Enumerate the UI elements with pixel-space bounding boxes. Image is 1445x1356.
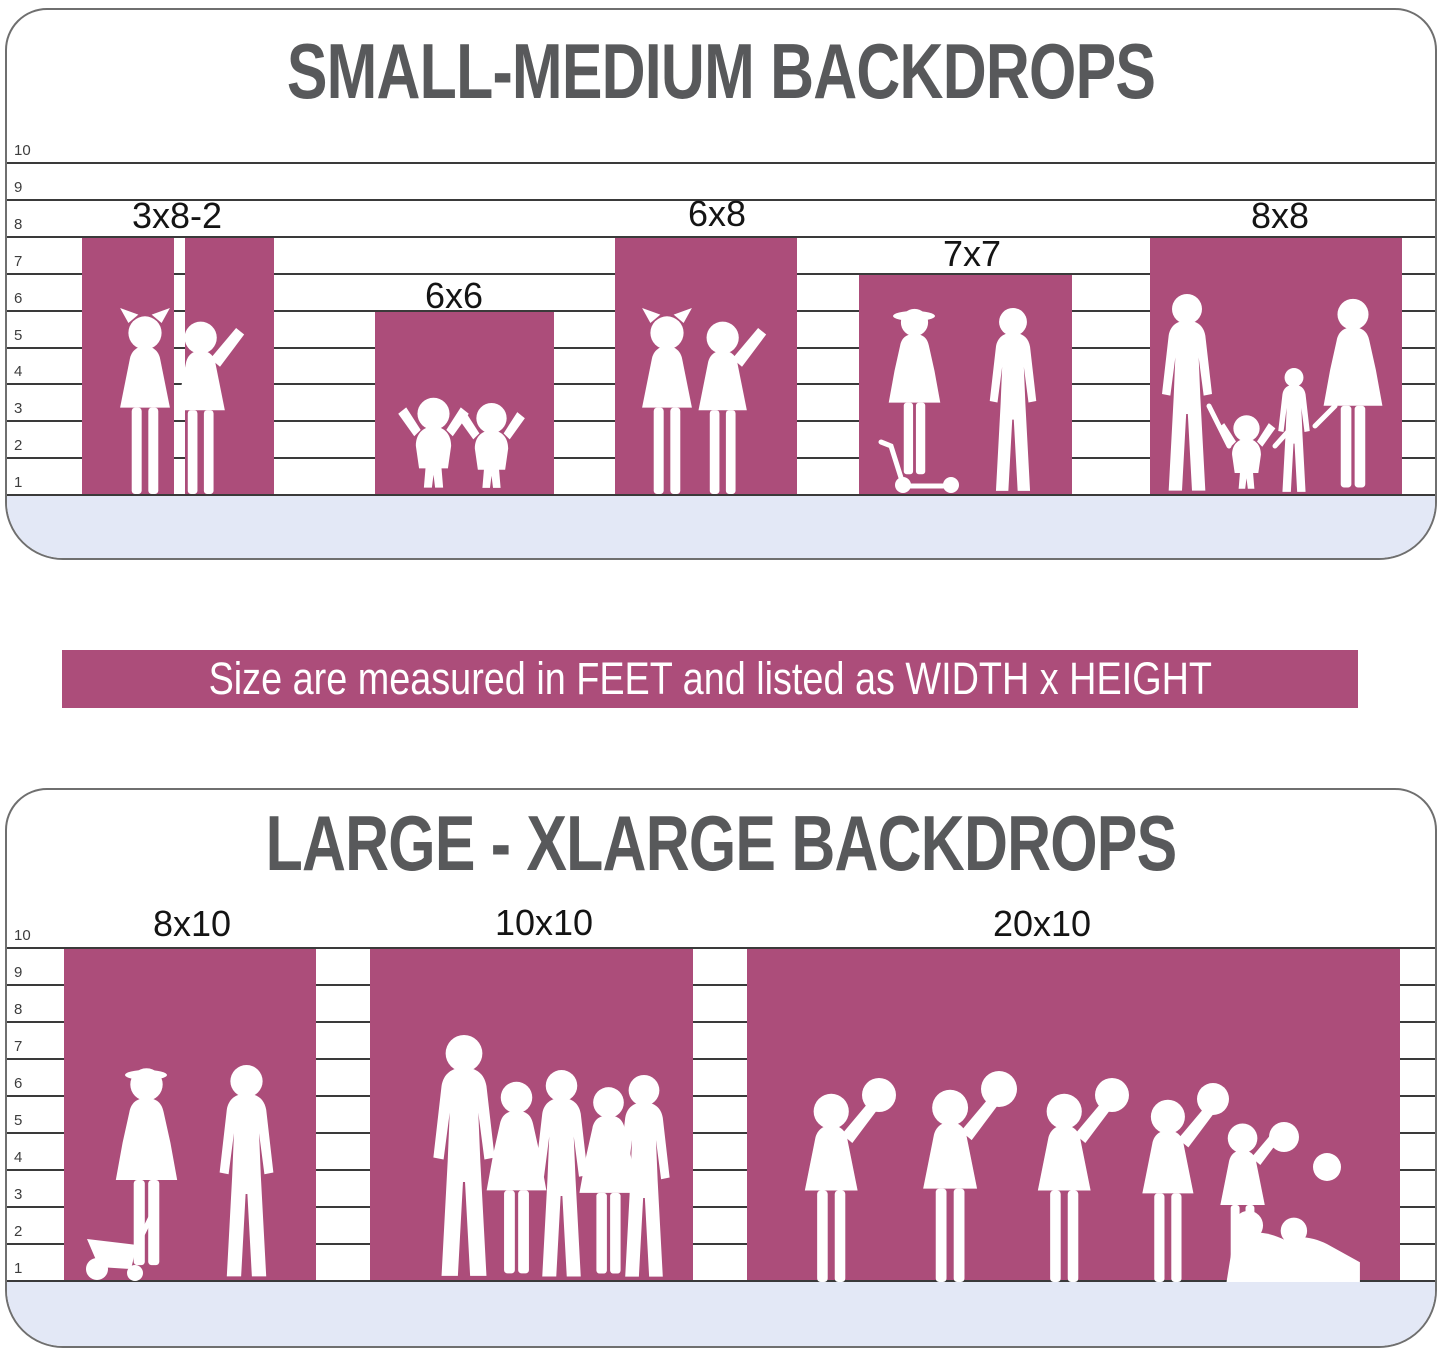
ruler-line (7, 947, 1435, 949)
silhouette-two-girls (120, 308, 245, 494)
ruler-label: 5 (14, 327, 23, 344)
backdrop-size-label: 3x8-2 (131, 195, 223, 236)
ruler-label: 2 (14, 1223, 23, 1240)
backdrop-size-label: 10x10 (494, 902, 594, 943)
ruler-label: 9 (14, 179, 23, 196)
ruler-label: 10 (14, 142, 31, 159)
silhouette-family-of-four (1162, 294, 1383, 492)
backdrop-bar-8x10 (64, 949, 316, 1280)
backdrop-bar-6x6 (375, 312, 554, 494)
small-medium-panel: SMALL-MEDIUM BACKDROPS 10 9 8 7 6 5 4 3 … (5, 8, 1437, 560)
backdrop-size-label: 20x10 (992, 903, 1092, 944)
ground-strip (7, 496, 1435, 558)
ruler-label: 4 (14, 363, 23, 380)
ruler-label: 3 (14, 400, 23, 417)
silhouette-woman-scooter-man (878, 308, 1037, 493)
ruler-line (7, 1243, 1435, 1245)
backdrop-size-label: 8x10 (152, 903, 232, 944)
backdrop-size-label: 8x8 (1250, 195, 1310, 236)
ruler-line (7, 162, 1435, 164)
ruler-line (7, 1280, 1435, 1282)
ruler-line (7, 494, 1435, 496)
backdrop-size-label: 6x6 (424, 275, 484, 316)
silhouette-two-girls (642, 308, 767, 494)
silhouette-woman-stroller-man (86, 1065, 274, 1281)
ruler-label: 1 (14, 474, 23, 491)
backdrop-size-label: 7x7 (942, 233, 1002, 274)
ruler-line (7, 1169, 1435, 1171)
ruler-label: 10 (14, 927, 31, 944)
ruler-label: 9 (14, 964, 23, 981)
ruler-line (7, 1132, 1435, 1134)
ruler-label: 6 (14, 290, 23, 307)
ruler-line (7, 984, 1435, 986)
ruler-label: 1 (14, 1260, 23, 1277)
ruler-line (7, 1058, 1435, 1060)
panel-title: SMALL-MEDIUM BACKDROPS (286, 27, 1156, 115)
ruler-line (7, 199, 1435, 201)
silhouette-two-toddlers (398, 397, 525, 488)
ruler-label: 5 (14, 1112, 23, 1129)
ruler-line (7, 1095, 1435, 1097)
silhouette-group-of-adults (433, 1035, 670, 1277)
ruler-label: 8 (14, 1001, 23, 1018)
ruler-label: 3 (14, 1186, 23, 1203)
size-note-text: Size are measured in FEET and listed as … (208, 653, 1212, 704)
ruler-label: 7 (14, 253, 23, 270)
ruler-label: 8 (14, 216, 23, 233)
ruler-line (7, 1021, 1435, 1023)
large-xlarge-panel: LARGE - XLARGE BACKDROPS 10 9 8 7 6 5 4 … (5, 788, 1437, 1348)
ruler-label: 7 (14, 1038, 23, 1055)
size-note-banner: Size are measured in FEET and listed as … (62, 650, 1358, 708)
silhouette-cheerleading-squad (804, 1071, 1360, 1282)
backdrop-bar-6x8 (615, 238, 797, 494)
ruler-line (7, 236, 1435, 238)
ruler-label: 4 (14, 1149, 23, 1166)
ruler-label: 2 (14, 437, 23, 454)
panel-title: LARGE - XLARGE BACKDROPS (265, 799, 1178, 887)
ground-strip (7, 1282, 1435, 1346)
ruler-line (7, 1206, 1435, 1208)
ruler-label: 6 (14, 1075, 23, 1092)
backdrop-size-label: 6x8 (687, 193, 747, 234)
